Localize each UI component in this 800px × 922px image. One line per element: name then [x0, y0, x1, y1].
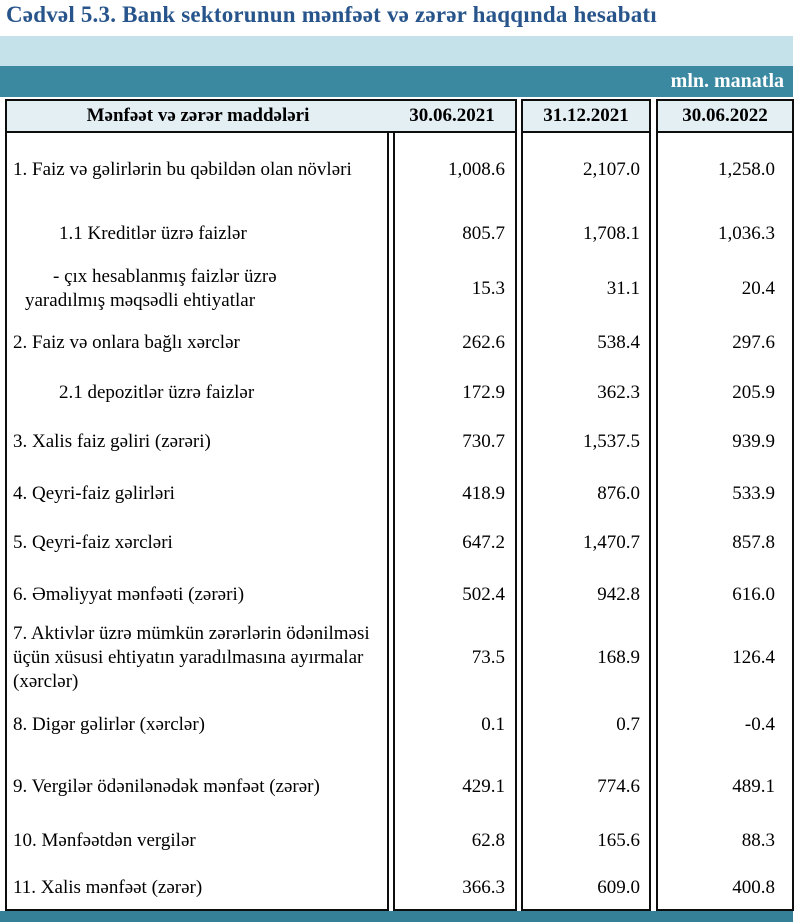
profit-loss-table: Mənfəət və zərər maddələri 30.06.2021 31…: [5, 99, 794, 911]
decorative-band-light: [0, 36, 793, 66]
row-value: 0.1: [393, 692, 517, 757]
row-value: 165.6: [521, 816, 651, 866]
row-value: 172.9: [393, 369, 517, 416]
table-row: - çıx hesablanmış faizlər üzrə yaradılmı…: [5, 262, 794, 316]
row-label: 10. Mənfəətdən vergilər: [5, 816, 389, 866]
row-label-text: 5. Qeyri-faiz xərcləri: [13, 531, 173, 553]
row-label: 3. Xalis faiz gəliri (zərəri): [5, 416, 389, 468]
row-value: 20.4: [656, 262, 794, 316]
row-value: 168.9: [521, 624, 651, 692]
row-value: 533.9: [656, 468, 794, 519]
table-row: 1.1 Kreditlər üzrə faizlər 805.7 1,708.1 1,…: [5, 206, 794, 262]
row-value: 429.1: [393, 757, 517, 816]
row-value: 730.7: [393, 416, 517, 468]
decorative-bottom-bar: [0, 911, 793, 922]
row-value: 366.3: [393, 866, 517, 911]
row-label: 8. Digər gəlirlər (xərclər): [5, 692, 389, 757]
row-label: 9. Vergilər ödənilənədək mənfəət (zərər): [5, 757, 389, 816]
row-value: 1,258.0: [656, 133, 794, 206]
row-value: 857.8: [656, 519, 794, 566]
row-value: 400.8: [656, 866, 794, 911]
row-label: - çıx hesablanmış faizlər üzrə yaradılmı…: [5, 262, 389, 316]
row-label: 1. Faiz və gəlirlərin bu qəbildən olan n…: [5, 133, 389, 206]
row-value: 31.1: [521, 262, 651, 316]
row-label: 6. Əməliyyat mənfəəti (zərəri): [5, 566, 389, 624]
row-label: 2.1 depozitlər üzrə faizlər: [5, 369, 389, 416]
row-value: 1,470.7: [521, 519, 651, 566]
decorative-band-teal: mln. manatla: [0, 66, 793, 97]
header-date-3: 30.06.2022: [656, 99, 794, 133]
row-label-text: 4. Qeyri-faiz gəlirləri: [13, 482, 175, 504]
row-label-text: 6. Əməliyyat mənfəəti (zərəri): [13, 584, 245, 605]
row-label-text: 3. Xalis faiz gəliri (zərəri): [13, 431, 211, 452]
row-value: 876.0: [521, 468, 651, 519]
row-value: 15.3: [393, 262, 517, 316]
row-label-text: 10. Mənfəətdən vergilər: [13, 830, 196, 851]
row-value: 297.6: [656, 316, 794, 369]
table-row: 3. Xalis faiz gəliri (zərəri) 730.7 1,537.…: [5, 416, 794, 468]
row-value: -0.4: [656, 692, 794, 757]
row-value: 1,036.3: [656, 206, 794, 262]
row-label: 1.1 Kreditlər üzrə faizlər: [5, 206, 389, 262]
row-label-text: 11. Xalis mənfəət (zərər): [13, 876, 203, 898]
table-row: 5. Qeyri-faiz xərcləri 647.2 1,470.7 857.8: [5, 519, 794, 566]
table-body: 1. Faiz və gəlirlərin bu qəbildən olan n…: [5, 133, 794, 911]
row-value: 2,107.0: [521, 133, 651, 206]
row-value: 942.8: [521, 566, 651, 624]
row-value: 126.4: [656, 624, 794, 692]
row-label: 4. Qeyri-faiz gəlirləri: [5, 468, 389, 519]
row-label-text: 2.1 depozitlər üzrə faizlər: [59, 381, 255, 403]
table-row: 2.1 depozitlər üzrə faizlər 172.9 362.3 205…: [5, 369, 794, 416]
row-label: 5. Qeyri-faiz xərcləri: [5, 519, 389, 566]
row-value: 1,537.5: [521, 416, 651, 468]
table-header-row: Mənfəət və zərər maddələri 30.06.2021 31…: [5, 99, 794, 133]
row-value: 538.4: [521, 316, 651, 369]
row-value: 774.6: [521, 757, 651, 816]
row-label-text: - çıx hesablanmış faizlər üzrə yaradılmı…: [25, 266, 277, 311]
row-label-text: 2. Faiz və onlara bağlı xərclər: [13, 331, 240, 353]
row-label-text: 7. Aktivlər üzrə mümkün zərərlərin ödəni…: [13, 623, 370, 692]
row-value: 418.9: [393, 468, 517, 519]
unit-label: mln. manatla: [670, 70, 784, 92]
table-row: 9. Vergilər ödənilənədək mənfəət (zərər)…: [5, 757, 794, 816]
row-value: 62.8: [393, 816, 517, 866]
row-value: 0.7: [521, 692, 651, 757]
table-row: 8. Digər gəlirlər (xərclər) 0.1 0.7 -0.4: [5, 692, 794, 757]
row-value: 262.6: [393, 316, 517, 369]
row-label-text: 8. Digər gəlirlər (xərclər): [13, 713, 206, 735]
row-label: 11. Xalis mənfəət (zərər): [5, 866, 389, 911]
table-row: 6. Əməliyyat mənfəəti (zərəri) 502.4 942.8…: [5, 566, 794, 624]
header-date-2: 31.12.2021: [521, 99, 651, 133]
row-value: 939.9: [656, 416, 794, 468]
row-value: 1,708.1: [521, 206, 651, 262]
row-value: 73.5: [393, 624, 517, 692]
table-row: 1. Faiz və gəlirlərin bu qəbildən olan n…: [5, 133, 794, 206]
header-cell-items-and-first-date: Mənfəət və zərər maddələri 30.06.2021: [5, 99, 517, 133]
row-value: 805.7: [393, 206, 517, 262]
row-label-text: 1. Faiz və gəlirlərin bu qəbildən olan n…: [13, 158, 352, 180]
row-label-text: 9. Vergilər ödənilənədək mənfəət (zərər): [13, 775, 320, 797]
table-row: 2. Faiz və onlara bağlı xərclər 262.6 538.…: [5, 316, 794, 369]
row-value: 1,008.6: [393, 133, 517, 206]
row-value: 205.9: [656, 369, 794, 416]
header-items-label: Mənfəət və zərər maddələri: [86, 105, 310, 126]
row-label: 2. Faiz və onlara bağlı xərclər: [5, 316, 389, 369]
table-row: 11. Xalis mənfəət (zərər) 366.3 609.0 400.8: [5, 866, 794, 911]
table-row: 4. Qeyri-faiz gəlirləri 418.9 876.0 533.9: [5, 468, 794, 519]
page-title: Cədvəl 5.3. Bank sektorunun mənfəət və z…: [6, 2, 657, 27]
row-value: 609.0: [521, 866, 651, 911]
row-value: 502.4: [393, 566, 517, 624]
row-value: 647.2: [393, 519, 517, 566]
header-date-1: 30.06.2021: [409, 105, 495, 126]
row-value: 489.1: [656, 757, 794, 816]
row-value: 362.3: [521, 369, 651, 416]
row-value: 88.3: [656, 816, 794, 866]
table-row: 7. Aktivlər üzrə mümkün zərərlərin ödəni…: [5, 623, 794, 692]
row-label: 7. Aktivlər üzrə mümkün zərərlərin ödəni…: [5, 623, 389, 692]
row-value: 616.0: [656, 566, 794, 624]
row-label-text: 1.1 Kreditlər üzrə faizlər: [59, 223, 247, 244]
table-row: 10. Mənfəətdən vergilər 62.8 165.6 88.3: [5, 816, 794, 866]
